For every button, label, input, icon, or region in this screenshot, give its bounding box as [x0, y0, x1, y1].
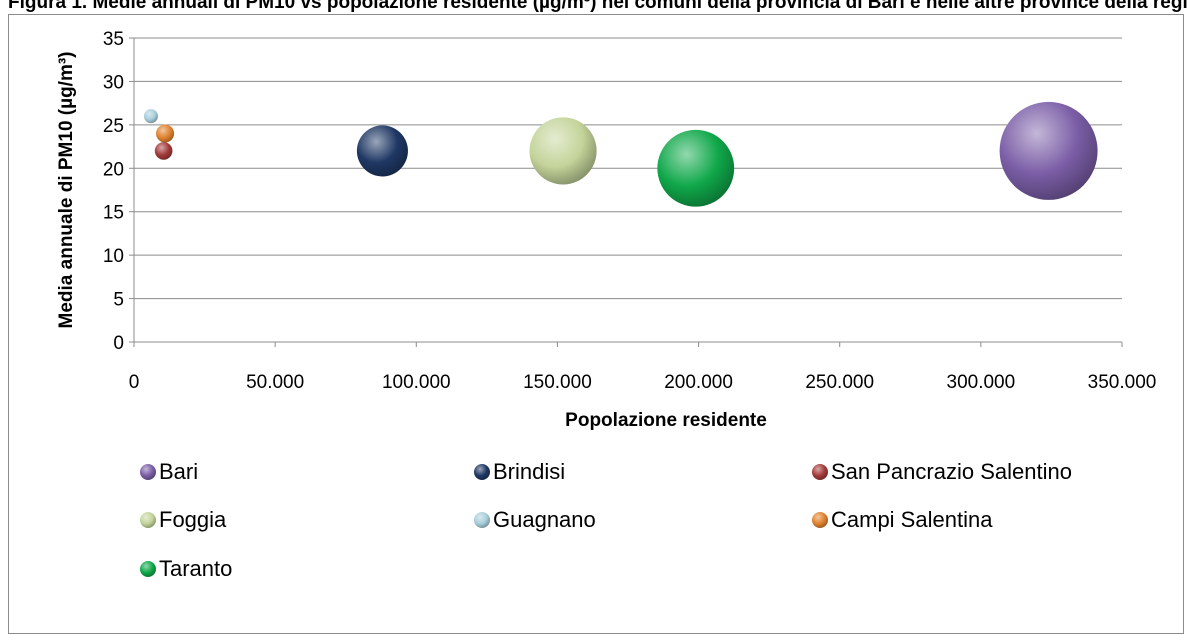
- legend-marker: [474, 464, 490, 480]
- bubble-brindisi: [356, 125, 408, 177]
- bubble-guagnano: [143, 109, 158, 124]
- legend-label: San Pancrazio Salentino: [831, 459, 1072, 484]
- y-tick-label: 10: [103, 246, 124, 267]
- legend-marker: [140, 561, 156, 577]
- legend-item-taranto: Taranto: [140, 556, 232, 581]
- y-tick-label: 25: [103, 116, 124, 137]
- x-tick-label: 0: [129, 372, 140, 393]
- y-tick-label: 30: [103, 72, 124, 93]
- legend-label: Taranto: [159, 556, 232, 581]
- legend-marker: [812, 512, 828, 528]
- legend-marker: [812, 464, 828, 480]
- legend-label: Guagnano: [493, 507, 596, 532]
- y-tick-label: 5: [113, 290, 124, 311]
- y-tick-label: 15: [103, 203, 124, 224]
- gridlines: [134, 37, 1122, 300]
- x-tick-label: 350.000: [1088, 372, 1157, 393]
- legend-item-bari: Bari: [140, 459, 198, 484]
- bubble-bari: [999, 101, 1098, 200]
- y-tick-label: 35: [103, 29, 124, 50]
- y-tick-label: 0: [113, 333, 124, 354]
- bubbles: [143, 101, 1098, 207]
- legend-label: Bari: [159, 459, 198, 484]
- legend-label: Campi Salentina: [831, 507, 993, 532]
- legend-item-foggia: Foggia: [140, 507, 227, 532]
- x-tick-label: 300.000: [947, 372, 1016, 393]
- x-tick-label: 150.000: [523, 372, 592, 393]
- bubble-taranto: [657, 129, 735, 207]
- y-tick-label: 20: [103, 159, 124, 180]
- legend-label: Foggia: [159, 507, 227, 532]
- y-tick-labels: 0 5 10 15 20 25 30 35: [103, 29, 124, 354]
- bubble-foggia: [529, 117, 597, 185]
- chart-caption: Figura 1. Medie annuali di PM10 vs popol…: [8, 0, 1188, 13]
- legend-item-campi-salentina: Campi Salentina: [812, 507, 993, 532]
- legend-marker: [140, 464, 156, 480]
- legend-item-guagnano: Guagnano: [474, 507, 596, 532]
- legend-item-san-pancrazio-salentino: San Pancrazio Salentino: [812, 459, 1072, 484]
- legend-item-brindisi: Brindisi: [474, 459, 565, 484]
- x-tick-label: 50.000: [246, 372, 304, 393]
- bubble-campi-salentina: [156, 124, 175, 143]
- x-tick-label: 200.000: [664, 372, 733, 393]
- legend: Bari Brindisi San Pancrazio Salentino Foggi…: [140, 459, 1072, 581]
- x-axis-title: Popolazione residente: [565, 410, 767, 431]
- x-tick-label: 250.000: [805, 372, 874, 393]
- y-axis-title: Media annuale di PM10 (µg/m³): [56, 52, 77, 329]
- legend-marker: [140, 512, 156, 528]
- x-tick-labels: 0 50.000 100.000 150.000 200.000 250.000 300.0…: [129, 372, 1157, 393]
- x-tick-label: 100.000: [382, 372, 451, 393]
- axes: [129, 37, 1123, 347]
- chart-frame: [8, 14, 1184, 634]
- legend-label: Brindisi: [493, 459, 565, 484]
- legend-marker: [474, 512, 490, 528]
- bubble-san-pancrazio-salentino: [154, 142, 173, 160]
